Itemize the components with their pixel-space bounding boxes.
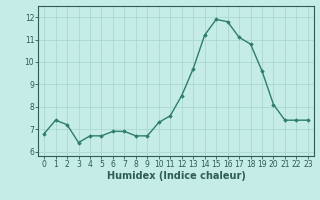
X-axis label: Humidex (Indice chaleur): Humidex (Indice chaleur) xyxy=(107,171,245,181)
